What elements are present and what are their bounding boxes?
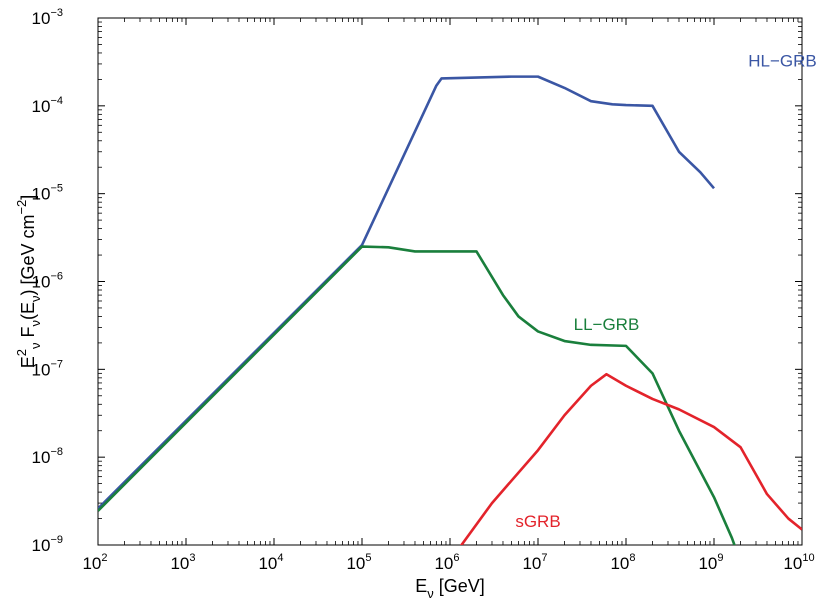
- x-tick-label: 102: [82, 552, 107, 573]
- x-tick-label: 104: [258, 552, 283, 573]
- x-tick-label: 106: [434, 552, 459, 573]
- x-tick-label: 107: [522, 552, 547, 573]
- axis-ticks: 102 103 104 105 106 107 108 109 1010 10−9 10−8 10−7…: [32, 7, 815, 573]
- series-label-sgrb: sGRB: [515, 512, 560, 531]
- y-tick-label: 10−7: [32, 358, 63, 379]
- series-line-sgrb: [459, 372, 802, 545]
- series-line-hl-grb: [98, 75, 715, 510]
- y-tick-label: 10−4: [32, 95, 63, 116]
- y-tick-label: 10−9: [32, 534, 63, 555]
- series-line-ll-grb: [98, 245, 736, 545]
- axis-labels: Eν [GeV] E2ν Fν(Eν) [GeV cm−2]: [14, 195, 485, 601]
- x-tick-label: 105: [346, 552, 371, 573]
- x-tick-label: 103: [170, 552, 195, 573]
- series-lines: [98, 75, 802, 545]
- series-label-hl-grb: HL−GRB: [748, 52, 817, 71]
- series-labels: HL−GRB LL−GRB sGRB: [515, 52, 816, 532]
- y-tick-label: 10−5: [32, 183, 63, 204]
- y-tick-label: 10−6: [32, 271, 63, 292]
- x-tick-label: 1010: [783, 552, 814, 573]
- x-tick-label: 108: [610, 552, 635, 573]
- y-axis-label: E2ν Fν(Eν) [GeV cm−2]: [14, 195, 43, 369]
- y-tick-label: 10−8: [32, 446, 63, 467]
- y-tick-label: 10−3: [32, 7, 63, 28]
- series-label-ll-grb: LL−GRB: [574, 315, 640, 334]
- x-axis-label: Eν [GeV]: [415, 576, 485, 601]
- x-tick-label: 109: [698, 552, 723, 573]
